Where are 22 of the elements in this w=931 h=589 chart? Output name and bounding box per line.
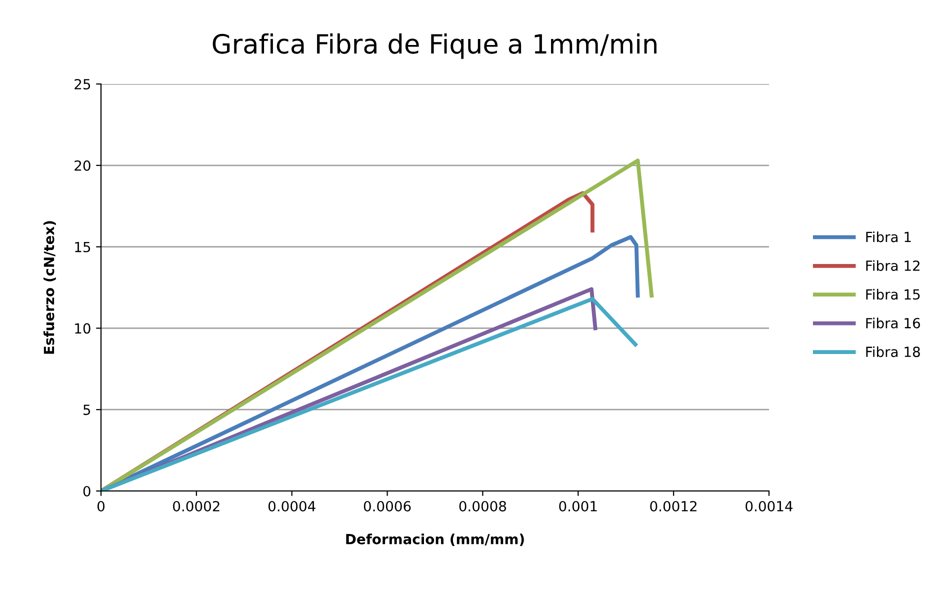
x-tick-label: 0.0006 (364, 500, 411, 512)
x-tick-label: 0 (97, 500, 104, 512)
y-tick-label: 15 (75, 242, 90, 252)
y-tick-label: 20 (74, 160, 90, 171)
x-axis-title: Deformacion (mm/mm) (346, 534, 524, 546)
legend-label: Fibra 12 (866, 260, 920, 271)
x-tick-label: 0.0002 (173, 500, 220, 512)
x-tick-label: 0.0014 (746, 500, 793, 512)
chart-title: Grafica Fibra de Fique a 1mm/min (212, 33, 656, 59)
y-tick-label: 25 (74, 78, 90, 90)
legend-label: Fibra 15 (866, 288, 920, 300)
x-tick-label: 0.0012 (650, 500, 696, 512)
x-tick-label: 0.0004 (268, 500, 316, 512)
y-tick-label: 10 (75, 323, 90, 334)
legend-label: Fibra 1 (866, 231, 911, 242)
legend-label: Fibra 18 (866, 346, 920, 358)
x-tick-label: 0.001 (559, 500, 597, 512)
x-tick-label: 0.0008 (459, 500, 506, 512)
y-tick-label: 0 (83, 486, 90, 496)
y-tick-label: 5 (84, 404, 90, 416)
y-axis-title: Esfuerzo (cN/tex) (43, 221, 56, 354)
legend-label: Fibra 16 (866, 318, 920, 328)
